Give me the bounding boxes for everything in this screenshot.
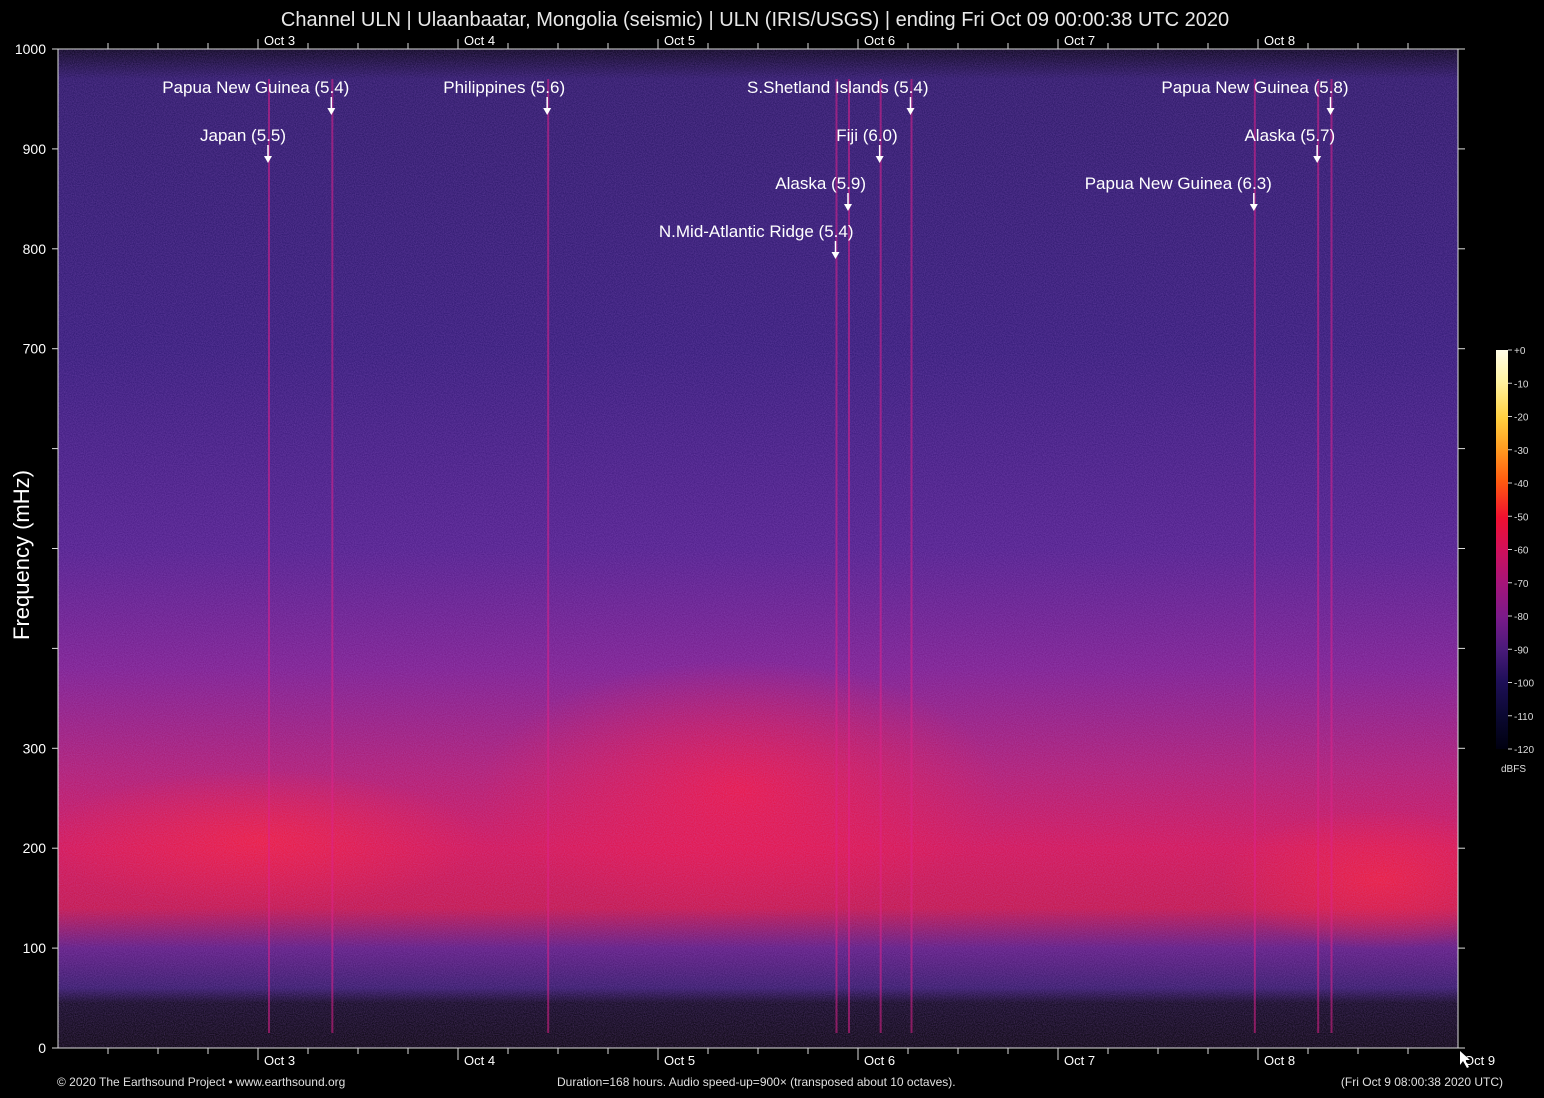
down-arrow-icon: [844, 204, 852, 211]
colorbar-tick-label: +0: [1514, 346, 1526, 357]
colorbar-tick-label: -120: [1514, 745, 1534, 756]
spectrogram-noise: [58, 49, 1458, 1048]
chart-title: Channel ULN | Ulaanbaatar, Mongolia (sei…: [280, 9, 1230, 31]
down-arrow-icon: [543, 108, 552, 115]
x-tick-label-top: Oct 4: [464, 33, 495, 48]
colorbar-unit-label: dBFS: [1501, 764, 1526, 775]
y-tick-label: 200: [23, 840, 47, 856]
colorbar: +0 -10 -20 -30 -40 -50 -60 -70 -80 -90 -100 -110 -12…: [1496, 346, 1534, 775]
x-tick-label: Oct 4: [464, 1053, 495, 1068]
x-tick-label-top: Oct 3: [264, 33, 295, 48]
event-label: Fiji (6.0): [836, 126, 897, 145]
colorbar-tick-label: -90: [1514, 645, 1529, 656]
y-tick-label: 700: [23, 341, 47, 357]
x-tick-label: Oct 3: [264, 1053, 295, 1068]
down-arrow-icon: [1249, 204, 1258, 211]
x-tick-label: Oct 8: [1264, 1053, 1295, 1068]
event-label: Papua New Guinea (6.3): [1085, 174, 1272, 193]
event-streaks: [268, 79, 1333, 1033]
x-tick-label-top: Oct 7: [1064, 33, 1095, 48]
footer-timestamp: (Fri Oct 9 08:00:38 2020 UTC): [1340, 1075, 1503, 1089]
x-axis-bottom: Oct 3 Oct 4 Oct 5 Oct 6 Oct 7 Oct 8 Oct 9: [107, 1048, 1495, 1068]
footer-duration: Duration=168 hours. Audio speed-up=900× …: [557, 1075, 956, 1089]
x-tick-label: Oct 5: [664, 1053, 695, 1068]
x-tick-label-top: Oct 5: [664, 33, 695, 48]
cursor-icon: [1460, 1051, 1470, 1068]
y-tick-label: 900: [23, 141, 47, 157]
event-label: S.Shetland Islands (5.4): [747, 78, 928, 97]
event-label: Japan (5.5): [200, 126, 286, 145]
down-arrow-icon: [327, 108, 336, 115]
x-tick-label: Oct 7: [1064, 1053, 1095, 1068]
down-arrow-icon: [906, 108, 915, 115]
colorbar-tick-label: -60: [1514, 546, 1529, 557]
colorbar-gradient: [1496, 350, 1508, 749]
colorbar-tick-label: -40: [1514, 479, 1529, 490]
y-tick-label: 800: [23, 241, 47, 257]
x-tick-label-top: Oct 6: [864, 33, 895, 48]
footer-copyright: © 2020 The Earthsound Project • www.eart…: [57, 1075, 346, 1089]
down-arrow-icon: [1326, 108, 1335, 115]
spectrogram-plot-area: [58, 49, 1458, 1048]
colorbar-tick-label: -100: [1514, 679, 1534, 690]
x-tick-label: Oct 6: [864, 1053, 895, 1068]
colorbar-tick-label: -10: [1514, 379, 1529, 390]
colorbar-tick-label: -50: [1514, 512, 1529, 523]
y-tick-label: 100: [23, 940, 47, 956]
x-tick-label-top: Oct 8: [1264, 33, 1295, 48]
colorbar-tick-label: -80: [1514, 612, 1529, 623]
x-tick-label: Oct 9: [1464, 1053, 1495, 1068]
y-tick-label: 300: [23, 740, 47, 756]
down-arrow-icon: [1313, 156, 1322, 163]
event-label: N.Mid-Atlantic Ridge (5.4): [659, 222, 854, 241]
event-label: Papua New Guinea (5.4): [162, 78, 349, 97]
event-label: Papua New Guinea (5.8): [1161, 78, 1348, 97]
y-tick-label: 0: [38, 1040, 46, 1056]
y-tick-label: 1000: [15, 41, 46, 57]
colorbar-tick-label: -30: [1514, 446, 1529, 457]
event-label: Philippines (5.6): [443, 78, 565, 97]
down-arrow-icon: [831, 252, 840, 259]
y-axis: 0 100 200 300 700 800 900 1000: [15, 41, 1465, 1056]
x-axis-top: Oct 3 Oct 4 Oct 5 Oct 6 Oct 7 Oct 8: [107, 33, 1409, 49]
down-arrow-icon: [875, 156, 884, 163]
colorbar-tick-label: -20: [1514, 413, 1529, 424]
event-label: Alaska (5.9): [775, 174, 866, 193]
event-label: Alaska (5.7): [1244, 126, 1335, 145]
down-arrow-icon: [264, 156, 272, 163]
colorbar-tick-label: -70: [1514, 579, 1529, 590]
colorbar-tick-label: -110: [1514, 712, 1534, 723]
event-annotations: Papua New Guinea (5.4) Japan (5.5) Philipp…: [162, 78, 1349, 259]
